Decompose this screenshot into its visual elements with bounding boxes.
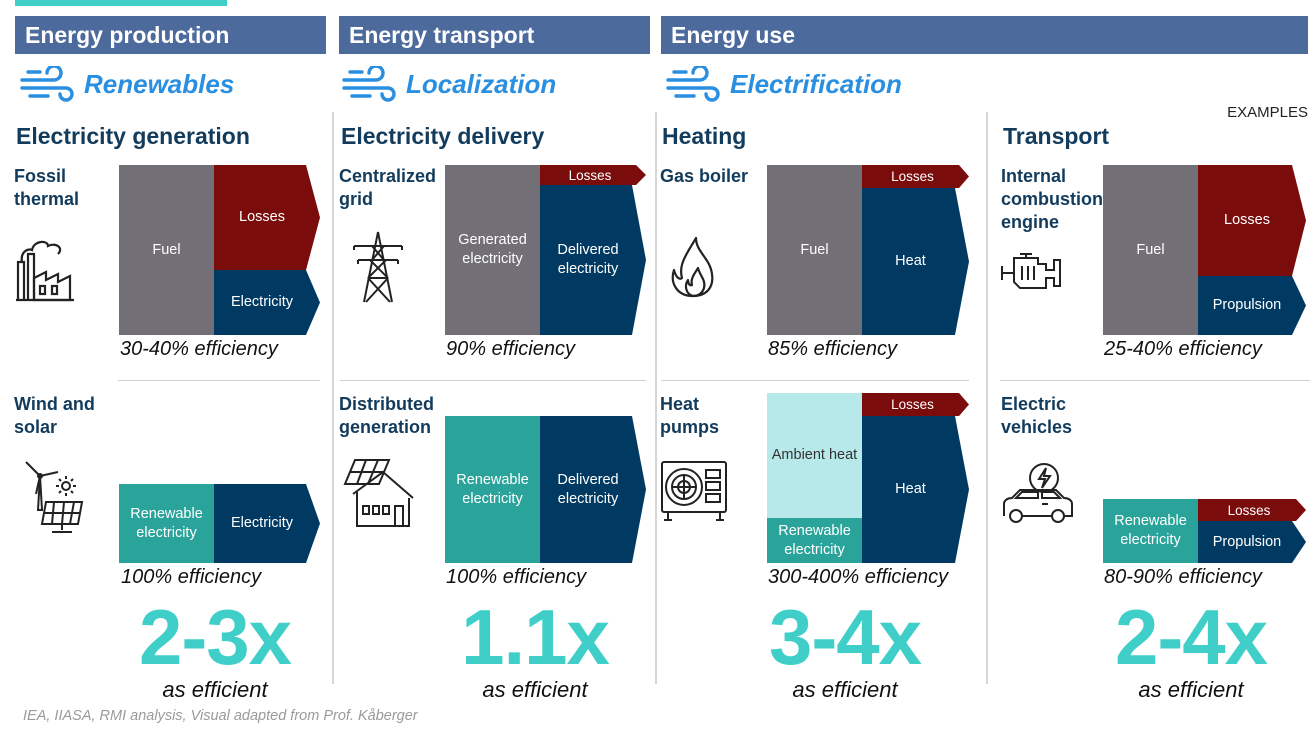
flow-block-renewable-electricity: Renewable electricity [119, 484, 214, 563]
column-divider [986, 112, 988, 684]
factory-icon [16, 240, 74, 302]
efficiency-label: 25-40% efficiency [1104, 338, 1262, 360]
flow-block-fuel: Fuel [1103, 165, 1198, 335]
house-solar-icon [343, 459, 414, 527]
flow-block-losses: Losses [540, 165, 646, 185]
flow-block-losses: Losses [1198, 499, 1306, 521]
efficiency-multiplier: 2-3x [138, 593, 292, 681]
flow-block-delivered-electricity: Delivered electricity [540, 416, 646, 563]
flow-block-losses: Losses [1198, 165, 1306, 276]
row-label-electric-vehicles: Electric vehicles [1001, 394, 1073, 437]
flow-block-electricity: Electricity [214, 270, 320, 335]
row-label-distributed-generation: Distributed generation [339, 394, 435, 437]
heat-pump-icon [661, 461, 727, 521]
row-label-internal-combustion-engine: Internal combustion engine [1001, 166, 1103, 232]
flame-icon [671, 236, 714, 298]
engine-icon [1001, 253, 1061, 289]
row-label-centralized-grid: Centralized grid [339, 166, 437, 209]
flow-block-fuel: Fuel [767, 165, 862, 335]
flow-block-heat: Heat [862, 416, 969, 563]
header-energy-production: Energy production [15, 16, 326, 54]
header-energy-transport: Energy transport [339, 16, 650, 54]
flow-block-electricity: Electricity [214, 484, 320, 563]
electric-car-icon [1003, 463, 1073, 523]
as-efficient-label: as efficient [792, 677, 898, 702]
flow-block-propulsion: Propulsion [1198, 276, 1306, 335]
efficiency-label: 90% efficiency [446, 338, 575, 360]
efficiency-label: 30-40% efficiency [120, 338, 278, 360]
row-label-heat-pumps: Heat pumps [660, 394, 720, 437]
flow-block-losses: Losses [862, 393, 969, 416]
efficiency-label: 100% efficiency [121, 566, 262, 588]
flow-block-propulsion: Propulsion [1198, 521, 1306, 563]
efficiency-label: 300-400% efficiency [768, 566, 949, 588]
theme-localization: Localization [342, 64, 556, 104]
wind-icon [20, 66, 74, 102]
theme-label: Localization [406, 68, 557, 99]
flow-block-delivered-electricity: Delivered electricity [540, 185, 646, 335]
row-divider [340, 380, 646, 381]
row-label-gas-boiler: Gas boiler [660, 166, 749, 186]
row-label-wind-and-solar: Wind and solar [14, 394, 95, 437]
flow-block-renewable-electricity: Renewable electricity [1103, 499, 1198, 563]
theme-label: Renewables [84, 68, 235, 99]
flow-block-renewable-electricity: Renewable electricity [767, 518, 862, 563]
efficiency-label: 80-90% efficiency [1104, 566, 1262, 588]
theme-label: Electrification [730, 68, 902, 99]
column-title-electricity-generation: Electricity generation [16, 123, 250, 149]
row-divider [118, 380, 320, 381]
transmission-tower-icon [353, 231, 403, 303]
as-efficient-label: as efficient [482, 677, 588, 702]
flow-block-heat: Heat [862, 188, 969, 335]
accent-bar [15, 0, 227, 6]
flow-block-generated-electricity: Generated electricity [445, 165, 540, 335]
row-divider [1000, 380, 1310, 381]
wind-icon [342, 66, 396, 102]
source-note: IEA, IIASA, RMI analysis, Visual adapted… [23, 708, 418, 724]
column-divider [332, 112, 334, 684]
efficiency-label: 100% efficiency [446, 566, 587, 588]
flow-block-renewable-electricity: Renewable electricity [445, 416, 540, 563]
efficiency-multiplier: 2-4x [1114, 593, 1268, 681]
header-energy-use: Energy use [661, 16, 1308, 54]
as-efficient-label: as efficient [1138, 677, 1244, 702]
row-divider [661, 380, 969, 381]
wind-icon [666, 66, 720, 102]
row-label-fossil-thermal: Fossil thermal [14, 166, 80, 209]
efficiency-label: 85% efficiency [768, 338, 897, 360]
efficiency-multiplier: 1.1x [461, 593, 610, 681]
column-title-electricity-delivery: Electricity delivery [341, 123, 545, 149]
column-divider [655, 112, 657, 684]
wind-solar-icon [25, 461, 84, 533]
column-title-heating: Heating [662, 123, 747, 149]
theme-electrification: Electrification [666, 64, 902, 104]
flow-block-fuel: Fuel [119, 165, 214, 335]
flow-block-ambient-heat: Ambient heat [767, 393, 862, 518]
efficiency-multiplier: 3-4x [768, 593, 922, 681]
flow-block-losses: Losses [862, 165, 969, 188]
flow-block-losses: Losses [214, 165, 320, 270]
column-title-transport: Transport [1003, 123, 1110, 149]
examples-label: EXAMPLES [1227, 104, 1308, 121]
theme-renewables: Renewables [20, 64, 234, 104]
as-efficient-label: as efficient [162, 677, 268, 702]
